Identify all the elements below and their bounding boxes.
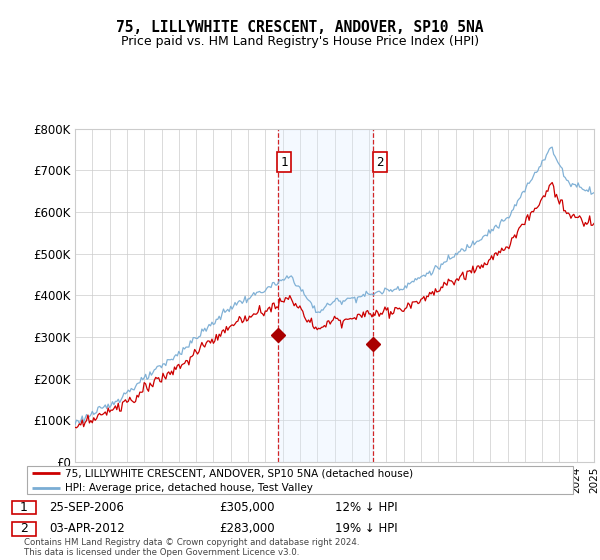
Text: 2: 2 <box>20 522 28 535</box>
Text: £283,000: £283,000 <box>220 522 275 535</box>
FancyBboxPatch shape <box>12 522 36 535</box>
Text: 03-APR-2012: 03-APR-2012 <box>49 522 125 535</box>
Bar <box>278 129 373 462</box>
Text: 25-SEP-2006: 25-SEP-2006 <box>49 501 124 514</box>
FancyBboxPatch shape <box>12 501 36 514</box>
Text: 2: 2 <box>376 156 383 169</box>
Text: 1: 1 <box>281 156 288 169</box>
Text: 75, LILLYWHITE CRESCENT, ANDOVER, SP10 5NA: 75, LILLYWHITE CRESCENT, ANDOVER, SP10 5… <box>116 20 484 35</box>
Text: Contains HM Land Registry data © Crown copyright and database right 2024.
This d: Contains HM Land Registry data © Crown c… <box>24 538 359 557</box>
Text: £305,000: £305,000 <box>220 501 275 514</box>
Text: Price paid vs. HM Land Registry's House Price Index (HPI): Price paid vs. HM Land Registry's House … <box>121 35 479 48</box>
Text: 1: 1 <box>20 501 28 514</box>
Text: HPI: Average price, detached house, Test Valley: HPI: Average price, detached house, Test… <box>65 483 313 493</box>
Text: 19% ↓ HPI: 19% ↓ HPI <box>335 522 397 535</box>
FancyBboxPatch shape <box>27 466 573 494</box>
Text: 12% ↓ HPI: 12% ↓ HPI <box>335 501 397 514</box>
Text: 75, LILLYWHITE CRESCENT, ANDOVER, SP10 5NA (detached house): 75, LILLYWHITE CRESCENT, ANDOVER, SP10 5… <box>65 468 413 478</box>
